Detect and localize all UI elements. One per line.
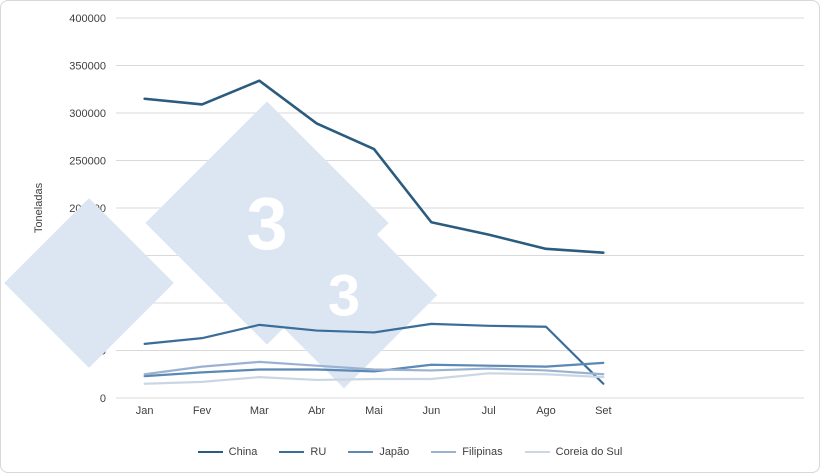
legend-item-china: China	[197, 446, 258, 458]
legend-label: Coreia do Sul	[555, 446, 623, 458]
legend-label: RU	[310, 446, 327, 458]
legend-line-marker	[197, 451, 223, 453]
watermark-glyph: 3	[328, 263, 360, 328]
legend-item-japão: Japão	[348, 446, 409, 458]
legend-line-marker	[279, 451, 305, 453]
x-tick-label: Jul	[482, 405, 496, 417]
y-tick-label: 400000	[69, 13, 106, 25]
series-line-ru	[143, 322, 605, 385]
legend-line-marker	[524, 451, 550, 453]
legend-item-ru: RU	[279, 446, 326, 458]
x-tick-label: Ago	[536, 405, 556, 417]
series-line-filipinas	[143, 360, 605, 376]
legend-label: Japão	[379, 446, 410, 458]
x-tick-label: Mai	[365, 405, 383, 417]
watermark-glyph: 3	[246, 182, 287, 265]
x-tick-label: Jan	[136, 405, 154, 417]
legend-item-coreia-do-sul: Coreia do Sul	[524, 446, 623, 458]
x-tick-label: Fev	[193, 405, 212, 417]
y-tick-label: 250000	[69, 156, 106, 168]
watermark-diamond	[250, 201, 438, 389]
x-tick-label: Abr	[308, 405, 325, 417]
chart-legend: China RU Japão Filipinas Coreia do Sul	[1, 446, 819, 458]
legend-label: Filipinas	[462, 446, 503, 458]
y-tick-label: 350000	[69, 61, 106, 73]
x-tick-label: Set	[595, 405, 612, 417]
x-tick-label: Jun	[422, 405, 440, 417]
y-tick-label: 0	[100, 393, 106, 405]
legend-line-marker	[348, 451, 374, 453]
series-line-china	[143, 79, 605, 254]
y-axis-title: Toneladas	[33, 182, 45, 234]
legend-label: China	[228, 446, 258, 458]
y-tick-label: 300000	[69, 108, 106, 120]
series-line-japão	[143, 361, 605, 378]
legend-line-marker	[431, 451, 457, 453]
series-line-coreia-do-sul	[143, 372, 605, 385]
x-tick-label: Mar	[250, 405, 269, 417]
legend-item-filipinas: Filipinas	[431, 446, 503, 458]
